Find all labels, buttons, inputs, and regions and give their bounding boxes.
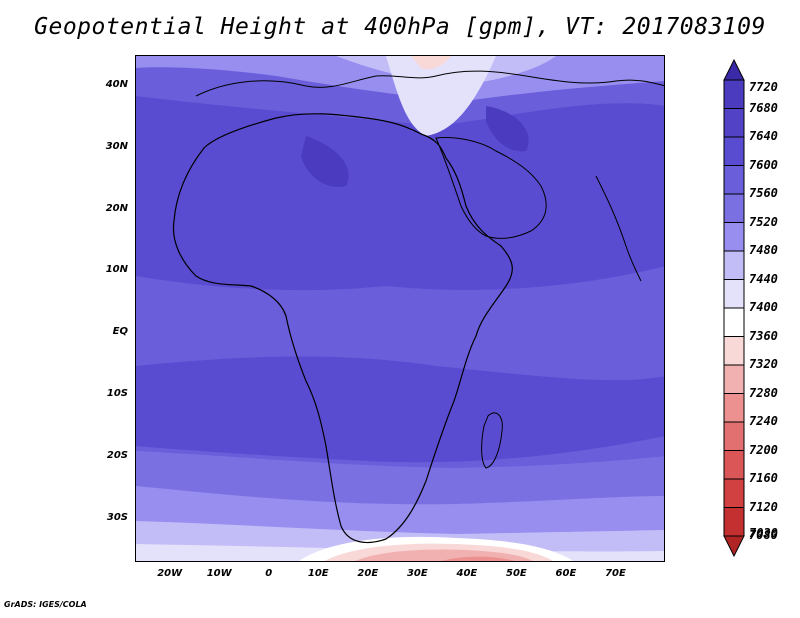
colorbar-swatch — [723, 108, 745, 138]
colorbar-swatch — [723, 136, 745, 166]
field-band-7600-north — [136, 96, 664, 291]
colorbar-swatch — [723, 421, 745, 451]
lat-tick-label: 10N — [105, 264, 128, 276]
lon-tick-label: 20E — [357, 568, 379, 579]
field-band-7320-north — [411, 56, 451, 70]
colorbar-level-label: 7640 — [749, 129, 778, 143]
grads-credit: GrADS: IGES/COLA — [4, 600, 87, 609]
colorbar-level-label: 7480 — [749, 243, 778, 257]
india-coastline — [595, 175, 642, 282]
colorbar-swatch — [723, 79, 745, 109]
africa-coastline — [172, 113, 513, 544]
colorbar-level-label: 7600 — [749, 157, 778, 172]
lon-tick-label: 20W — [157, 568, 183, 579]
lon-tick-label: 10W — [206, 568, 232, 579]
colorbar-swatch — [723, 450, 745, 480]
colorbar-swatch — [723, 307, 745, 337]
field-band-7240 — [442, 556, 515, 561]
colorbar-top-arrow — [723, 58, 745, 81]
colorbar-swatch — [723, 507, 745, 537]
lat-tick-label: 40N — [105, 78, 128, 90]
lat-tick-label: 10S — [106, 388, 128, 400]
field-band-7400-north — [386, 56, 496, 136]
colorbar-level-label: 7240 — [749, 414, 778, 428]
colorbar-level-label: 7720 — [749, 80, 778, 94]
map-panel — [135, 55, 665, 562]
lon-tick-label: 60E — [555, 568, 577, 579]
colorbar-level-label: 7280 — [749, 385, 778, 400]
colorbar-level-label: 7520 — [749, 214, 778, 229]
colorbar-swatch — [723, 336, 745, 366]
colorbar-level-label: 7400 — [749, 300, 778, 314]
europe-coastline — [195, 70, 664, 97]
colorbar-swatch — [723, 222, 745, 252]
field-band-7640-sahara — [301, 136, 349, 187]
colorbar-swatch — [723, 364, 745, 394]
colorbar-level-label: 7200 — [749, 442, 778, 457]
colorbar — [723, 58, 745, 558]
colorbar-swatch — [723, 165, 745, 195]
colorbar-swatch — [723, 250, 745, 280]
lat-tick-label: 30S — [106, 511, 128, 523]
colorbar-level-label: 7360 — [749, 328, 778, 343]
colorbar-level-label: 7030 — [749, 526, 778, 540]
lon-tick-label: 70E — [605, 568, 626, 579]
colorbar-swatch — [723, 193, 745, 223]
geopotential-field — [136, 56, 664, 561]
madagascar-coastline — [481, 412, 503, 469]
lon-tick-label: 0 — [265, 568, 273, 579]
lat-tick-label: 30N — [105, 140, 128, 152]
colorbar-bottom-arrow — [723, 535, 745, 558]
arabia-coastline — [435, 137, 547, 239]
lon-tick-label: 40E — [456, 568, 478, 579]
colorbar-swatch — [723, 478, 745, 508]
colorbar-swatch — [723, 279, 745, 309]
colorbar-level-label: 7680 — [749, 100, 778, 115]
colorbar-level-label: 7080 — [749, 528, 778, 542]
lat-tick-label: EQ — [112, 326, 128, 338]
colorbar-swatch — [723, 393, 745, 423]
colorbar-level-label: 7120 — [749, 499, 778, 514]
colorbar-level-label: 7160 — [749, 471, 778, 485]
lat-tick-label: 20S — [106, 449, 128, 461]
lon-tick-label: 50E — [506, 568, 527, 579]
field-band-7600-south — [136, 356, 664, 463]
colorbar-level-label: 7320 — [749, 357, 778, 371]
lon-tick-label: 10E — [307, 568, 329, 579]
field-band-7640-arabia — [486, 106, 529, 152]
lon-tick-label: 30E — [406, 568, 428, 579]
colorbar-level-label: 7440 — [749, 271, 778, 286]
chart-title: Geopotential Height at 400hPa [gpm], VT:… — [34, 14, 766, 40]
lat-tick-label: 20N — [105, 202, 128, 214]
colorbar-level-label: 7560 — [749, 186, 778, 200]
